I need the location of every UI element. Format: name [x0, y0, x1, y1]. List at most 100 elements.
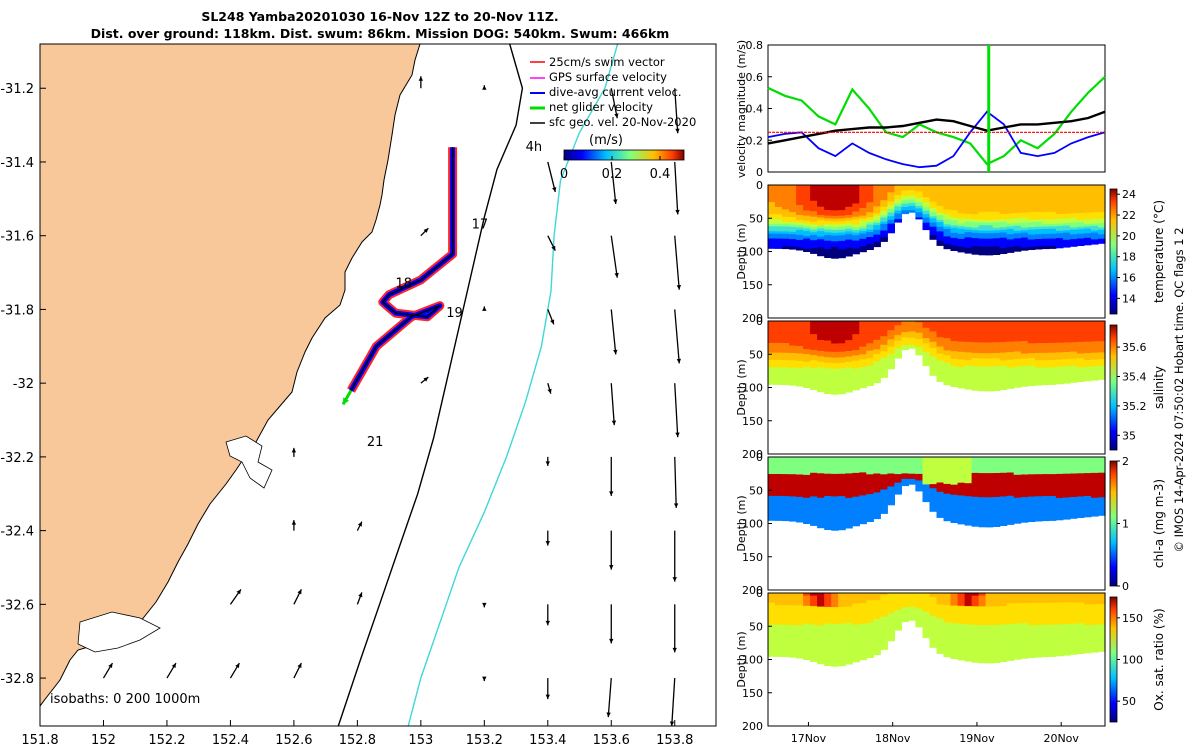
section-cell [1013, 354, 1022, 358]
section-cell [768, 325, 776, 329]
section-cell [999, 245, 1008, 249]
section-cell [929, 212, 938, 215]
section-cell [796, 467, 804, 471]
section-cell [950, 600, 959, 604]
section-cell [971, 638, 980, 642]
section-cell [768, 187, 776, 191]
section-cell [873, 490, 881, 494]
section-cell [915, 208, 923, 211]
section-cell [831, 213, 839, 217]
section-cell [880, 323, 888, 326]
section-cell [803, 505, 811, 509]
section-cell [964, 192, 973, 196]
section-cell [915, 477, 923, 480]
section-cell [1041, 233, 1050, 237]
section-cell [1013, 605, 1022, 609]
section-cell [866, 209, 874, 213]
section-cell [992, 643, 1001, 647]
section-cell [957, 593, 966, 597]
section-cell [796, 373, 804, 377]
map-ytick-label: -31.2 [0, 82, 34, 97]
section-cell [985, 193, 994, 197]
section-cell [992, 457, 1001, 461]
section-cell [775, 612, 783, 616]
section-cell [845, 598, 853, 602]
section-cell [1041, 600, 1050, 604]
section-cell [796, 346, 804, 350]
section-cell [789, 461, 797, 465]
section-cell [1076, 489, 1085, 493]
section-cell [831, 207, 839, 211]
section-cell [915, 205, 923, 208]
section-cell [1020, 514, 1029, 518]
section-cell [859, 521, 867, 525]
section-cell [915, 201, 923, 204]
section-cell [789, 194, 797, 198]
section-cell [1041, 479, 1050, 482]
section-cell [831, 479, 839, 483]
section-cell [1069, 330, 1078, 334]
section-cell [789, 229, 797, 233]
section-cell [1006, 210, 1015, 215]
section-cell [1091, 234, 1099, 238]
section-cell [838, 379, 846, 384]
section-cell [1048, 508, 1057, 512]
section-cell [971, 326, 980, 330]
section-cell [1098, 488, 1106, 492]
section-cell [1083, 323, 1092, 327]
section-cell [985, 361, 994, 365]
section-cell [831, 654, 839, 659]
section-cell [1048, 464, 1057, 468]
section-cell [1083, 466, 1092, 470]
current-vector [674, 88, 680, 134]
section-cell [1062, 201, 1071, 205]
section-cell [1048, 192, 1057, 196]
section-cell [1062, 468, 1071, 472]
section-cell [922, 475, 931, 479]
section-cell [943, 644, 952, 648]
section-cell [1091, 205, 1099, 209]
section-cell [768, 474, 776, 477]
section-cell [1041, 335, 1050, 339]
section-cell [908, 465, 916, 467]
section-cell [789, 516, 797, 520]
section-cell [964, 323, 973, 327]
section-cell [866, 338, 874, 342]
section-cell [1076, 512, 1085, 516]
section-cell [971, 379, 980, 383]
section-cell [1048, 513, 1057, 516]
section-cell [936, 503, 945, 507]
section-cell [950, 195, 959, 199]
section-cell [768, 323, 776, 327]
section-cell [768, 338, 776, 341]
isobath-200m [337, 44, 524, 726]
section-cell [782, 377, 790, 381]
section-cell [943, 187, 952, 191]
section-cell [964, 485, 973, 489]
section-cell [936, 637, 945, 640]
section-cell [810, 595, 818, 599]
section-cell [1020, 608, 1029, 612]
section-cell [796, 358, 804, 362]
section-cell [838, 340, 846, 344]
section-cell [859, 464, 867, 468]
section-cell [985, 206, 994, 210]
section-cell [831, 518, 839, 523]
section-cell [803, 372, 811, 376]
section-cell [817, 372, 825, 376]
current-vector [420, 227, 429, 237]
section-cell [1013, 459, 1022, 463]
section-cell [950, 499, 959, 503]
section-cell [831, 204, 839, 209]
section-cell [929, 593, 938, 596]
section-cell [859, 379, 867, 384]
section-cell [845, 484, 853, 488]
section-cell [768, 595, 776, 599]
section-cell [803, 641, 811, 645]
section-cell [824, 226, 832, 231]
section-cell [1062, 196, 1071, 200]
section-cell [943, 476, 952, 480]
section-cell [1006, 621, 1015, 625]
section-cell [866, 373, 874, 377]
section-cell [768, 653, 776, 657]
